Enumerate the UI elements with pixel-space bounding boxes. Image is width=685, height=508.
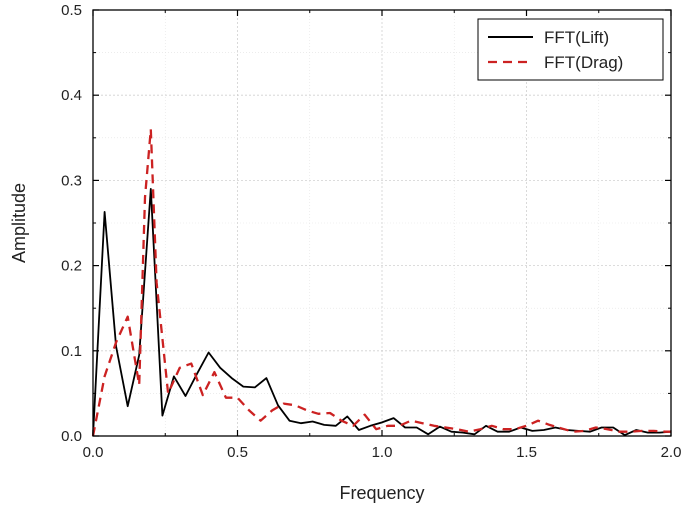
axis-ticks [92,9,672,437]
x-tick-label: 1.5 [516,444,537,461]
y-tick-label: 0.4 [61,87,82,104]
legend-box [477,18,664,81]
grid-lines [93,10,671,436]
y-tick-label: 0.3 [61,172,82,189]
x-tick-label: 2.0 [661,444,682,461]
series-line-drag [91,128,671,437]
y-tick-label: 0.1 [61,343,82,360]
legend-label-drag: FFT(Drag) [544,53,623,72]
y-axis-title: Amplitude [9,183,29,263]
x-tick-label: 0.0 [83,444,104,461]
tick-labels: 0.0 0.5 1.0 1.5 2.0 0.0 0.1 0.2 0.3 0.4 0.5 [61,2,681,461]
x-tick-label: 1.0 [372,444,393,461]
series-layer [91,128,672,437]
x-axis-title: Frequency [339,483,424,503]
legend: FFT(Lift) FFT(Drag) [477,18,664,81]
y-tick-label: 0.5 [61,2,82,19]
legend-label-lift: FFT(Lift) [544,28,609,47]
y-tick-label: 0.0 [61,428,82,445]
y-tick-label: 0.2 [61,258,82,275]
x-tick-label: 0.5 [227,444,248,461]
